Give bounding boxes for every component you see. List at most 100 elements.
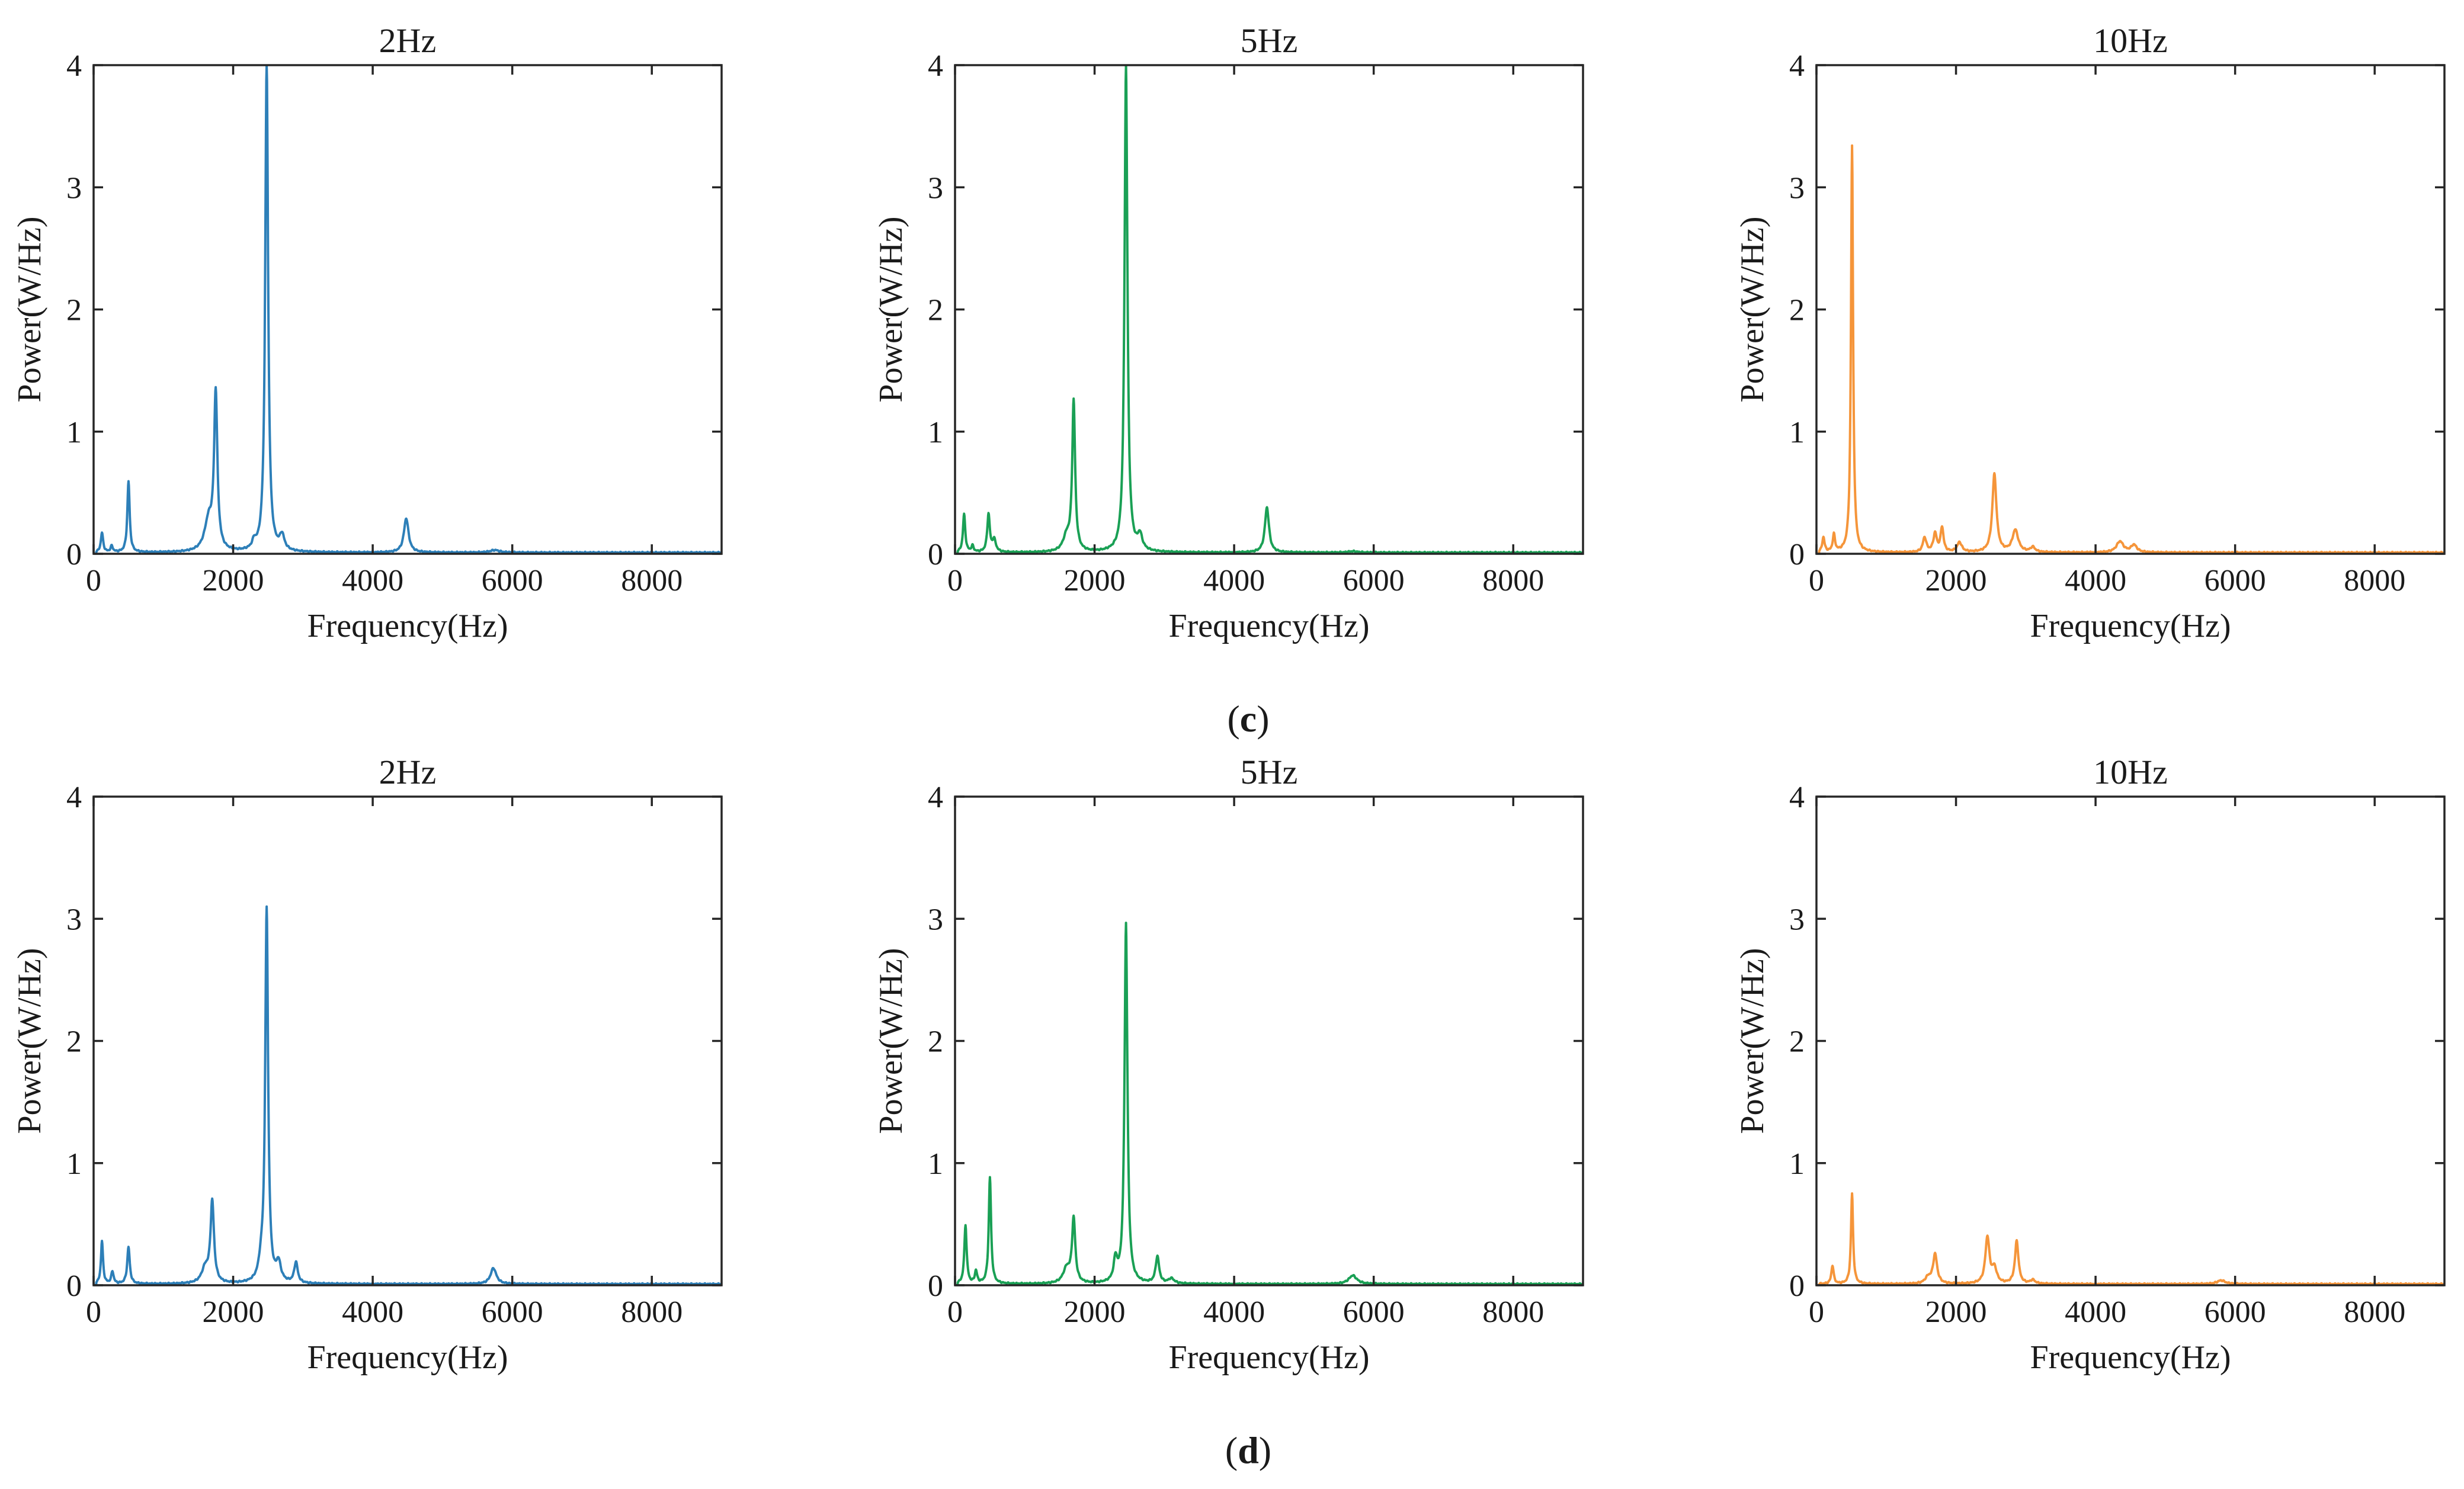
y-tick-label: 0 [66,538,82,572]
series-line-2hz [94,905,722,1285]
plot-frame [92,795,723,1286]
x-tick-label: 0 [86,1295,101,1329]
x-tick-label: 8000 [2344,1295,2405,1329]
y-tick-label: 0 [66,1269,82,1303]
x-tick-label: 0 [86,564,101,598]
chart-title: 5Hz [1241,753,1298,791]
x-tick-label: 6000 [482,1295,543,1329]
chart-1: 2Hz 0 2000 4000 6000 8000 0 1 2 3 4 Frequency(Hz) Po… [11,21,723,644]
y-tick-label: 3 [66,171,82,205]
series-line-5hz [955,922,1583,1285]
plot-frame [92,64,723,555]
y-tick-label: 0 [1789,1269,1805,1303]
y-tick-label: 4 [1789,781,1805,814]
y-tick-label: 4 [66,781,82,814]
x-axis-label: Frequency(Hz) [1169,608,1370,644]
x-tick-label: 2000 [203,564,264,598]
series-line-5hz [955,65,1583,554]
chart-title: 10Hz [2093,21,2168,60]
series-line-10hz [1816,1192,2444,1285]
x-tick-label: 6000 [1343,564,1405,598]
chart-title: 2Hz [379,21,437,60]
y-tick-label: 0 [1789,538,1805,572]
x-tick-label: 0 [947,1295,963,1329]
y-tick-label: 2 [66,294,82,328]
y-axis-label: Power(W/Hz) [11,216,48,402]
x-axis-label: Frequency(Hz) [2030,1339,2231,1376]
y-tick-label: 3 [928,903,943,936]
x-tick-label: 4000 [342,1295,403,1329]
y-tick-label: 2 [1789,294,1805,328]
plot-frame [1815,795,2446,1286]
y-axis-label: Power(W/Hz) [11,948,48,1134]
x-tick-label: 8000 [621,1295,683,1329]
series-line-10hz [1816,144,2444,554]
y-axis-label: Power(W/Hz) [1734,948,1771,1134]
x-tick-label: 2000 [1064,564,1126,598]
chart-title: 2Hz [379,753,437,791]
plot-frame [954,795,1584,1286]
x-tick-label: 4000 [2065,564,2126,598]
chart-3: 10Hz 0 2000 4000 6000 8000 0 1 2 3 4 Frequency(Hz) P… [1734,21,2446,644]
chart-title: 10Hz [2093,753,2168,791]
y-tick-label: 3 [928,171,943,205]
x-tick-label: 0 [1809,1295,1824,1329]
x-axis-label: Frequency(Hz) [307,1339,508,1376]
y-tick-label: 3 [1789,903,1805,936]
y-tick-label: 0 [928,1269,943,1303]
x-tick-label: 8000 [621,564,683,598]
y-tick-label: 4 [928,781,943,814]
x-tick-label: 8000 [2344,564,2405,598]
x-tick-label: 4000 [1203,564,1265,598]
x-tick-label: 0 [947,564,963,598]
x-tick-label: 4000 [342,564,403,598]
x-axis-label: Frequency(Hz) [1169,1339,1370,1376]
y-tick-label: 3 [1789,171,1805,205]
y-tick-label: 2 [928,1025,943,1059]
chart-5: 5Hz 0 2000 4000 6000 8000 0 1 2 3 4 Frequency(Hz) Po… [873,753,1584,1376]
y-tick-label: 1 [928,416,943,450]
chart-4: 2Hz 0 2000 4000 6000 8000 0 1 2 3 4 Frequency(Hz) Po… [11,753,723,1376]
x-tick-label: 8000 [1482,564,1544,598]
chart-2: 5Hz 0 2000 4000 6000 8000 0 1 2 3 4 Frequency(Hz) Po… [873,21,1584,644]
plot-frame [954,64,1584,555]
x-tick-label: 6000 [2205,564,2266,598]
y-axis-label: Power(W/Hz) [1734,216,1771,402]
x-tick-label: 8000 [1482,1295,1544,1329]
x-axis-label: Frequency(Hz) [2030,608,2231,644]
x-tick-label: 6000 [2205,1295,2266,1329]
x-tick-label: 2000 [1925,1295,1987,1329]
y-tick-label: 1 [928,1147,943,1181]
x-tick-label: 6000 [482,564,543,598]
plot-frame [1815,64,2446,555]
y-tick-label: 4 [1789,49,1805,83]
y-tick-label: 1 [66,1147,82,1181]
y-tick-label: 1 [1789,416,1805,450]
series-line-2hz [94,65,722,554]
x-tick-label: 6000 [1343,1295,1405,1329]
x-tick-label: 2000 [1925,564,1987,598]
x-tick-label: 2000 [1064,1295,1126,1329]
chart-6: 10Hz 0 2000 4000 6000 8000 0 1 2 3 4 Frequency(Hz) P… [1734,753,2446,1376]
y-axis-label: Power(W/Hz) [873,216,909,402]
x-tick-label: 0 [1809,564,1824,598]
x-axis-label: Frequency(Hz) [307,608,508,644]
y-tick-label: 2 [66,1025,82,1059]
y-tick-label: 2 [928,294,943,328]
y-tick-label: 3 [66,903,82,936]
y-tick-label: 4 [928,49,943,83]
y-tick-label: 2 [1789,1025,1805,1059]
x-tick-label: 4000 [1203,1295,1265,1329]
y-tick-label: 0 [928,538,943,572]
panel-label-c: (c) [1227,698,1269,740]
y-tick-label: 1 [66,416,82,450]
panel-label-d: (d) [1225,1429,1271,1471]
y-tick-label: 1 [1789,1147,1805,1181]
chart-title: 5Hz [1241,21,1298,60]
y-axis-label: Power(W/Hz) [873,948,909,1134]
y-tick-label: 4 [66,49,82,83]
x-tick-label: 2000 [203,1295,264,1329]
x-tick-label: 4000 [2065,1295,2126,1329]
